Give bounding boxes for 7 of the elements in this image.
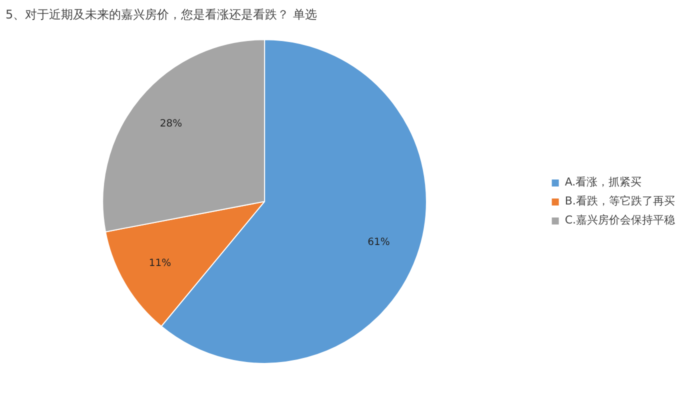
data-label: 61% <box>368 237 390 248</box>
chart-title: 5、对于近期及未来的嘉兴房价，您是看涨还是看跌？ 单选 <box>6 8 317 22</box>
legend-label: B.看跌，等它跌了再买 <box>564 194 675 208</box>
data-label: 28% <box>160 118 182 130</box>
data-label: 11% <box>148 258 172 269</box>
legend-label: C.嘉兴房价会保持平稳 <box>564 212 675 228</box>
legend-label: A.看涨，抓紧买 <box>564 174 642 190</box>
